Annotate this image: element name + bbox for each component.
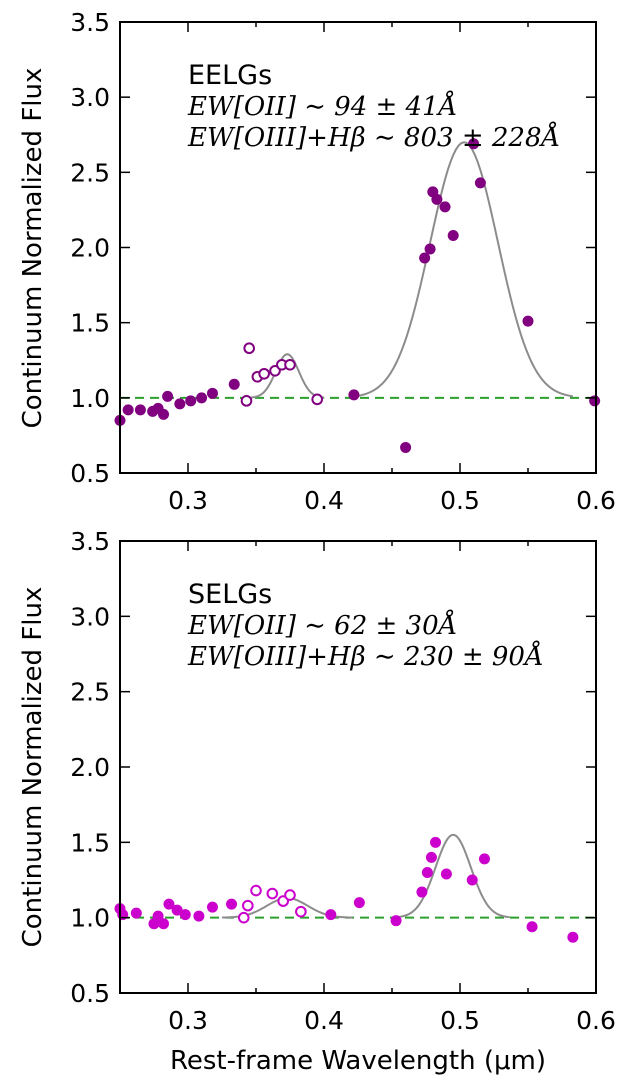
data-point-filled xyxy=(431,193,443,205)
y-tick-label: 0.5 xyxy=(70,979,110,1008)
data-point-filled xyxy=(179,909,191,921)
y-tick-label: 1.0 xyxy=(70,384,110,413)
data-point-filled xyxy=(117,909,129,921)
data-point-filled xyxy=(353,897,365,909)
data-point-filled xyxy=(206,901,218,913)
ew-oiii-hbeta-label: EW[OIII]+Hβ ∼ 230 ± 90Å xyxy=(187,640,544,672)
data-point-filled xyxy=(206,387,218,399)
x-tick-label: 0.3 xyxy=(168,1006,208,1035)
x-tick-label: 0.5 xyxy=(440,1006,480,1035)
data-point-filled xyxy=(522,315,534,327)
data-point-filled xyxy=(439,201,451,213)
data-point-open xyxy=(284,358,296,371)
y-axis-label-bottom: Continuum Normalized Flux xyxy=(18,587,48,948)
data-point-filled xyxy=(589,395,601,407)
data-point-filled xyxy=(196,392,208,404)
data-point-open xyxy=(240,395,253,407)
data-point-filled xyxy=(163,898,175,910)
data-point-filled xyxy=(226,898,238,910)
data-point-filled xyxy=(567,931,579,943)
x-axis-label: Rest-frame Wavelength (μm) xyxy=(170,1046,546,1076)
data-point-filled xyxy=(447,229,459,241)
panel-bottom: 0.3 0.4 0.5 0.60.51.01.52.02.53.03.5 SELGs … xyxy=(70,527,616,1035)
data-point-filled xyxy=(158,408,170,420)
data-point-filled xyxy=(466,874,478,886)
panel-top: 0.3 0.4 0.5 0.60.51.01.52.02.53.03.5 EELGs … xyxy=(70,8,616,515)
data-point-filled xyxy=(171,904,183,916)
x-tick-label: 0.6 xyxy=(576,1006,616,1035)
data-point-filled xyxy=(228,378,240,390)
fit-curve xyxy=(396,833,510,919)
ew-oii-label: EW[OII] ∼ 62 ± 30Å xyxy=(187,609,457,641)
data-point-filled xyxy=(440,868,452,880)
data-point-filled xyxy=(348,389,360,401)
fit-curve xyxy=(355,141,574,398)
data-point-filled xyxy=(193,910,205,922)
x-tick-label: 0.4 xyxy=(304,486,344,515)
y-tick-label: 1.5 xyxy=(70,828,110,857)
y-tick-label: 3.0 xyxy=(70,83,110,112)
data-point-open xyxy=(243,342,255,355)
data-point-open xyxy=(284,889,296,901)
data-point-filled xyxy=(468,138,480,150)
data-point-filled xyxy=(325,909,337,921)
data-point-filled xyxy=(425,851,437,863)
data-point-filled xyxy=(478,853,490,865)
y-tick-label: 2.5 xyxy=(70,678,110,707)
data-point-filled xyxy=(158,918,170,930)
fit-curve xyxy=(250,353,325,399)
x-tick-label: 0.5 xyxy=(440,486,480,515)
y-axis-label-top: Continuum Normalized Flux xyxy=(18,68,48,429)
data-point-filled xyxy=(421,866,433,878)
data-point-open xyxy=(266,887,279,900)
data-point-filled xyxy=(474,177,486,189)
data-point-filled xyxy=(416,886,428,898)
data-point-filled xyxy=(162,390,174,402)
data-point-filled xyxy=(130,907,142,919)
y-tick-label: 3.5 xyxy=(70,8,110,37)
y-tick-label: 1.5 xyxy=(70,309,110,338)
y-tick-label: 2.5 xyxy=(70,158,110,187)
ew-oiii-hbeta-label: EW[OIII]+Hβ ∼ 803 ± 228Å xyxy=(187,121,560,153)
data-point-filled xyxy=(174,398,186,410)
y-tick-label: 0.5 xyxy=(70,459,110,488)
data-point-filled xyxy=(400,441,412,453)
y-tick-label: 2.0 xyxy=(70,753,110,782)
ew-oii-label: EW[OII] ∼ 94 ± 41Å xyxy=(187,90,457,122)
x-tick-label: 0.4 xyxy=(304,1006,344,1035)
data-point-filled xyxy=(526,921,538,933)
y-tick-label: 1.0 xyxy=(70,904,110,933)
data-point-open xyxy=(295,905,307,918)
sample-label: EELGs xyxy=(188,60,272,91)
y-tick-label: 3.0 xyxy=(70,602,110,631)
data-point-open xyxy=(250,884,262,897)
sample-label: SELGs xyxy=(188,579,272,610)
data-point-filled xyxy=(419,252,431,264)
data-point-open xyxy=(311,393,323,406)
data-point-filled xyxy=(134,404,146,416)
data-point-open xyxy=(258,367,270,380)
x-tick-label: 0.6 xyxy=(576,486,616,515)
data-point-filled xyxy=(430,836,442,848)
data-point-open xyxy=(242,899,254,912)
data-point-filled xyxy=(390,915,402,927)
data-point-filled xyxy=(424,243,436,255)
data-point-open xyxy=(237,911,250,924)
data-point-filled xyxy=(185,395,197,407)
y-tick-label: 3.5 xyxy=(70,527,110,556)
y-tick-label: 2.0 xyxy=(70,234,110,263)
x-tick-label: 0.3 xyxy=(168,486,208,515)
data-point-filled xyxy=(122,404,134,416)
